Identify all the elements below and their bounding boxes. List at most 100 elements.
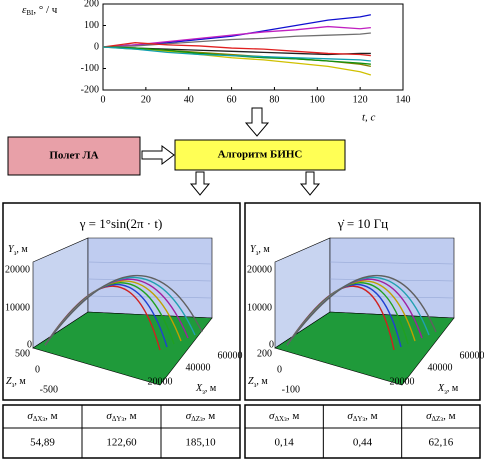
unit: , м [16,244,28,255]
unit: , ° / ч [33,4,57,16]
x-tick-label: 20000 [148,376,173,387]
z-axis-label: Zз, м [248,376,268,388]
flight-box [7,136,141,176]
table-frame [2,404,241,459]
subscript: ΔZз [432,415,444,423]
table-frame [244,404,481,459]
arrow [141,145,175,165]
y-tick-label: 20000 [247,264,272,275]
subscript: з [12,381,15,389]
table-header: σΔZз, м [186,410,215,423]
unit: , м [443,410,456,422]
y-tick-label: 100 [84,20,99,31]
unit: , м [14,376,26,387]
symbol: σ [347,410,353,422]
panel-title: γ = 1°sin(2π · t) [79,216,163,231]
symbol: Y [250,244,257,255]
subscript: ΔYз [112,415,125,423]
y-tick-label: 200 [84,0,99,9]
symbol: σ [186,410,192,422]
wall-grid [329,295,455,299]
subscript: з [14,249,17,257]
subscript: з [444,388,447,396]
subscript: з [202,388,205,396]
wall-grid [87,261,213,265]
x-tick-label: 60000 [460,350,484,361]
trajectory [286,275,437,346]
subscript: ΔXз [274,415,287,423]
x-tick-label: 60000 [218,350,243,361]
x-tick-label: 120 [353,94,368,105]
symbol: ε [22,4,27,16]
trajectory [44,275,203,346]
table-cell: 185,10 [185,437,216,449]
unit: , м [205,383,217,394]
y-tick-label: 20000 [5,264,30,275]
x-axis-label: Xз, м [437,383,459,395]
table-header: σΔYз, м [106,410,136,423]
z-axis-label: Zз, м [6,376,26,388]
table-cell: 62,16 [428,437,453,449]
y-axis-label: Yз, м [250,244,270,256]
symbol: σ [426,410,432,422]
y-tick-label: 10000 [5,302,30,313]
subscript: з [254,381,257,389]
symbol: X [195,383,203,394]
wall-grid [329,261,455,265]
y-tick-label: 10000 [247,302,272,313]
subscript: ΔXз [33,415,46,423]
series-line [102,25,371,48]
y-axis-label: Yз, м [8,244,28,256]
unit: , м [124,410,137,422]
series-line [102,46,371,62]
x-tick-label: 40 [184,94,194,105]
wall-grid [87,278,213,282]
symbol: σ [27,410,33,422]
x-axis-label: Xз, м [195,383,217,395]
unit: , м [203,410,216,422]
table-header: σΔXз, м [269,410,299,423]
y-axis-label: εBI, ° / ч [22,4,58,17]
symbol: X [437,383,445,394]
arrow [244,107,270,137]
unit: , м [256,376,268,387]
symbol: Z [6,376,12,387]
floor [32,311,213,386]
subscript: ΔYз [353,415,366,423]
panel-title: γ̇ = 10 Гц [337,216,388,231]
symbol: Y [8,244,15,255]
subscript: з [256,249,259,257]
z-tick-label: 0 [277,364,282,375]
unit: , м [258,244,270,255]
symbol: σ [269,410,275,422]
wall-grid [87,295,213,299]
z-tick-label: 200 [257,348,272,359]
x-tick-label: 140 [396,94,411,105]
subscript: ΔZз [191,415,203,423]
unit: , м [447,383,459,394]
symbol: Z [248,376,254,387]
y-tick-label: 0 [94,41,99,52]
wall-grid [329,278,455,282]
unit: , м [287,410,300,422]
arrow [299,171,321,196]
z-tick-label: -500 [40,384,58,395]
table-cell: 54,89 [30,437,55,449]
arrow [189,171,211,196]
algorithm-label: Алгоритм БИНС [218,149,303,161]
table-cell: 0,44 [353,437,373,449]
x-tick-label: 80 [269,94,279,105]
subscript: BI [26,9,34,17]
x-tick-label: 100 [310,94,325,105]
table-header: σΔXз, м [27,410,57,423]
series-line [102,14,371,48]
table-cell: 122,60 [106,437,137,449]
algorithm-box [174,139,346,171]
x-axis-label: t, с [362,112,376,124]
x-tick-label: 60 [227,94,237,105]
floor [274,311,455,386]
x-tick-label: 40000 [186,362,211,373]
x-tick-label: 20 [141,94,151,105]
